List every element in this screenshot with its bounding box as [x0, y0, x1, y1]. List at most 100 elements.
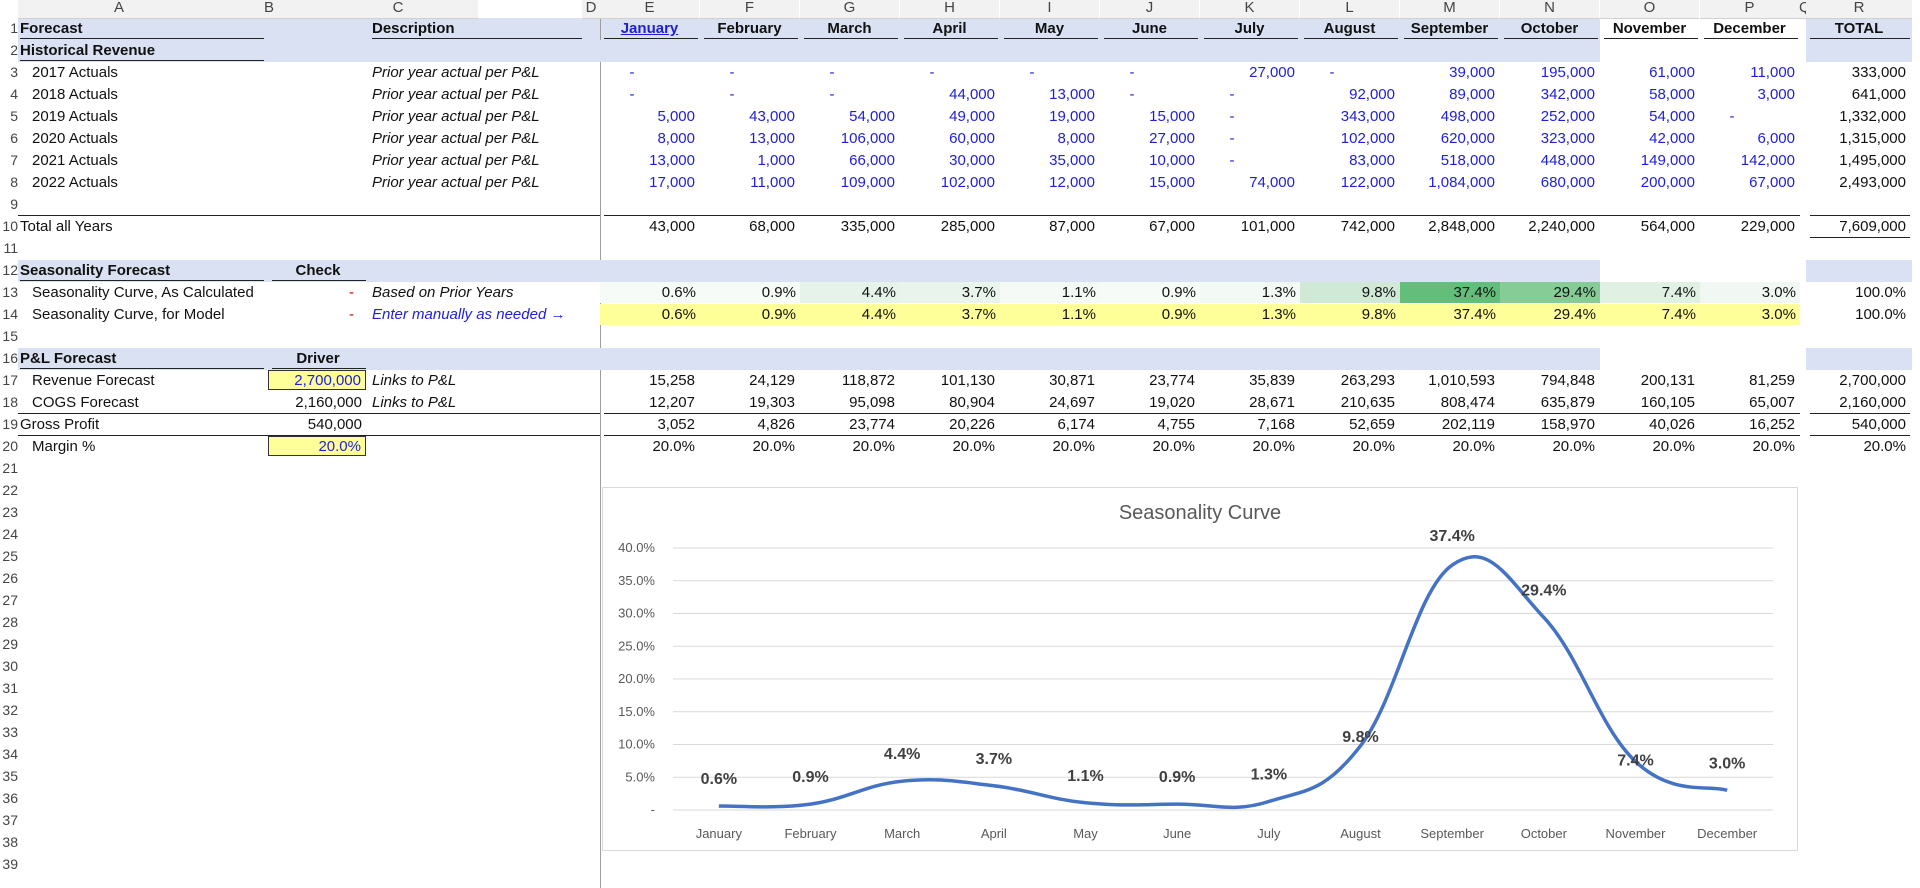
historical-value[interactable]: 15,000 — [1149, 108, 1195, 125]
historical-value[interactable]: 11,000 — [750, 174, 795, 191]
row-number[interactable]: 21 — [2, 460, 18, 476]
historical-value[interactable]: - — [1029, 64, 1035, 81]
historical-value[interactable]: 27,000 — [1249, 64, 1295, 81]
seasonality-chart[interactable]: Seasonality Curve - 5.0% 10.0% 15.0% 20.0% 25… — [602, 487, 1798, 851]
seasonality-model-value[interactable]: 7.4% — [1600, 304, 1700, 325]
historical-value[interactable]: 74,000 — [1249, 174, 1295, 191]
row-number[interactable]: 10 — [2, 218, 18, 234]
column-header-f[interactable]: F — [700, 0, 799, 19]
historical-value[interactable]: 61,000 — [1649, 64, 1695, 81]
column-header-q[interactable]: Q — [1799, 0, 1811, 19]
historical-value[interactable]: 6,000 — [1757, 130, 1795, 147]
historical-value[interactable]: 122,000 — [1340, 174, 1395, 191]
historical-value[interactable]: 92,000 — [1349, 86, 1395, 103]
seasonality-model-desc[interactable]: Enter manually as needed → — [372, 306, 566, 323]
column-header-j[interactable]: J — [1100, 0, 1199, 19]
historical-value[interactable]: 19,000 — [1049, 108, 1095, 125]
historical-value[interactable]: 1,000 — [757, 152, 795, 169]
historical-value[interactable]: 15,000 — [1149, 174, 1195, 191]
historical-value[interactable]: 680,000 — [1540, 174, 1595, 191]
row-number[interactable]: 2 — [10, 42, 18, 58]
historical-value[interactable]: 13,000 — [749, 130, 795, 147]
row-number[interactable]: 26 — [2, 570, 18, 586]
historical-value[interactable]: 11,000 — [1750, 64, 1795, 81]
column-header-i[interactable]: I — [1000, 0, 1099, 19]
row-number[interactable]: 39 — [2, 856, 18, 872]
column-header-m[interactable]: M — [1400, 0, 1499, 19]
historical-value[interactable]: 35,000 — [1049, 152, 1095, 169]
row-number[interactable]: 29 — [2, 636, 18, 652]
historical-value[interactable]: 1,084,000 — [1428, 174, 1495, 191]
historical-value[interactable]: 54,000 — [1649, 108, 1695, 125]
historical-value[interactable]: 44,000 — [949, 86, 995, 103]
historical-value[interactable]: - — [1329, 64, 1335, 81]
historical-value[interactable]: - — [829, 86, 835, 103]
row-number[interactable]: 35 — [2, 768, 18, 784]
seasonality-model-value[interactable]: 1.3% — [1200, 304, 1300, 325]
historical-value[interactable]: 109,000 — [840, 174, 895, 191]
row-number[interactable]: 16 — [2, 350, 18, 366]
column-header-a[interactable]: A — [18, 0, 220, 19]
row-number[interactable]: 33 — [2, 724, 18, 740]
row-number[interactable]: 25 — [2, 548, 18, 564]
pl-margin-driver[interactable]: 20.0% — [268, 436, 366, 456]
historical-value[interactable]: 66,000 — [849, 152, 895, 169]
historical-value[interactable]: 39,000 — [1449, 64, 1495, 81]
column-header-b[interactable]: B — [220, 0, 318, 19]
historical-value[interactable]: - — [929, 64, 935, 81]
historical-value[interactable]: 106,000 — [840, 130, 895, 147]
column-header-n[interactable]: N — [1500, 0, 1599, 19]
historical-value[interactable]: 89,000 — [1449, 86, 1495, 103]
row-number[interactable]: 31 — [2, 680, 18, 696]
historical-value[interactable]: 42,000 — [1649, 130, 1695, 147]
historical-value[interactable]: 43,000 — [749, 108, 795, 125]
column-header-e[interactable]: E — [600, 0, 699, 19]
row-number[interactable]: 8 — [10, 174, 18, 190]
row-number[interactable]: 38 — [2, 834, 18, 850]
historical-value[interactable]: - — [1229, 152, 1235, 169]
column-header-o[interactable]: O — [1600, 0, 1699, 19]
row-number[interactable]: 32 — [2, 702, 18, 718]
historical-value[interactable]: - — [1729, 108, 1735, 125]
row-number[interactable]: 19 — [2, 416, 18, 432]
historical-value[interactable]: - — [629, 64, 635, 81]
seasonality-model-value[interactable]: 0.9% — [1100, 304, 1200, 325]
historical-value[interactable]: 149,000 — [1640, 152, 1695, 169]
historical-value[interactable]: 5,000 — [657, 108, 695, 125]
historical-value[interactable]: 10,000 — [1149, 152, 1195, 169]
seasonality-model-value[interactable]: 1.1% — [1000, 304, 1100, 325]
row-number[interactable]: 12 — [2, 262, 18, 278]
row-number[interactable]: 7 — [10, 152, 18, 168]
row-number[interactable]: 22 — [2, 482, 18, 498]
historical-value[interactable]: - — [1229, 108, 1235, 125]
historical-value[interactable]: 30,000 — [949, 152, 995, 169]
seasonality-model-value[interactable]: 4.4% — [800, 304, 900, 325]
historical-value[interactable]: 83,000 — [1349, 152, 1395, 169]
row-number[interactable]: 24 — [2, 526, 18, 542]
historical-value[interactable]: 102,000 — [940, 174, 995, 191]
column-header-k[interactable]: K — [1200, 0, 1299, 19]
column-header-h[interactable]: H — [900, 0, 999, 19]
historical-value[interactable]: 343,000 — [1340, 108, 1395, 125]
row-number[interactable]: 14 — [2, 306, 18, 322]
seasonality-model-value[interactable]: 29.4% — [1500, 304, 1600, 325]
historical-value[interactable]: 17,000 — [649, 174, 695, 191]
historical-value[interactable]: - — [829, 64, 835, 81]
historical-value[interactable]: 342,000 — [1540, 86, 1595, 103]
historical-value[interactable]: 252,000 — [1540, 108, 1595, 125]
row-number[interactable]: 20 — [2, 438, 18, 454]
historical-value[interactable]: - — [1129, 64, 1135, 81]
historical-value[interactable]: 13,000 — [649, 152, 695, 169]
row-number[interactable]: 23 — [2, 504, 18, 520]
historical-value[interactable]: - — [729, 64, 735, 81]
seasonality-model-value[interactable]: 37.4% — [1400, 304, 1500, 325]
row-number[interactable]: 30 — [2, 658, 18, 674]
historical-value[interactable]: 3,000 — [1757, 86, 1795, 103]
historical-value[interactable]: - — [729, 86, 735, 103]
historical-value[interactable]: 27,000 — [1149, 130, 1195, 147]
seasonality-model-value[interactable]: 3.7% — [900, 304, 1000, 325]
historical-value[interactable]: 13,000 — [1049, 86, 1095, 103]
historical-value[interactable]: - — [629, 86, 635, 103]
historical-value[interactable]: - — [1229, 130, 1235, 147]
column-header-c[interactable]: C — [318, 0, 478, 19]
